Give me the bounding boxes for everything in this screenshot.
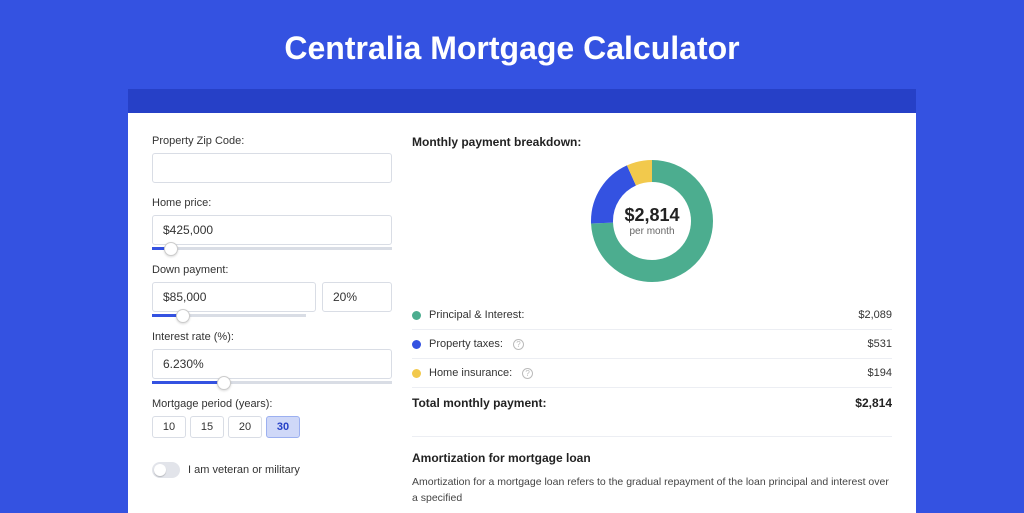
donut-center: $2,814 per month	[590, 159, 714, 283]
breakdown-column: Monthly payment breakdown: $2,814 per mo…	[412, 135, 892, 513]
page-title: Centralia Mortgage Calculator	[0, 0, 1024, 89]
period-option-20[interactable]: 20	[228, 416, 262, 438]
period-option-30[interactable]: 30	[266, 416, 300, 438]
period-group: Mortgage period (years): 10152030	[152, 398, 392, 438]
donut-container: $2,814 per month	[412, 159, 892, 283]
period-option-15[interactable]: 15	[190, 416, 224, 438]
interest-rate-slider-fill	[152, 381, 224, 384]
down-payment-group: Down payment:	[152, 264, 392, 317]
info-icon[interactable]: ?	[513, 339, 524, 350]
form-column: Property Zip Code: Home price: Down paym…	[152, 135, 392, 513]
down-payment-label: Down payment:	[152, 264, 392, 276]
legend-dot	[412, 369, 421, 378]
zip-label: Property Zip Code:	[152, 135, 392, 147]
total-row: Total monthly payment: $2,814	[412, 387, 892, 418]
down-payment-slider-thumb[interactable]	[176, 309, 190, 323]
amortization-title: Amortization for mortgage loan	[412, 451, 892, 465]
total-value: $2,814	[855, 396, 892, 410]
donut-amount: $2,814	[624, 205, 679, 226]
veteran-label: I am veteran or military	[188, 464, 300, 476]
home-price-input[interactable]	[152, 215, 392, 245]
home-price-label: Home price:	[152, 197, 392, 209]
legend-row: Principal & Interest: $2,089	[412, 301, 892, 329]
total-label: Total monthly payment:	[412, 396, 546, 410]
interest-rate-slider[interactable]	[152, 381, 392, 384]
down-payment-percent-input[interactable]	[322, 282, 392, 312]
down-payment-slider[interactable]	[152, 314, 306, 317]
accent-bar	[128, 89, 916, 113]
period-options: 10152030	[152, 416, 392, 438]
interest-rate-label: Interest rate (%):	[152, 331, 392, 343]
interest-rate-slider-thumb[interactable]	[217, 376, 231, 390]
legend: Principal & Interest: $2,089 Property taxe…	[412, 301, 892, 387]
interest-rate-group: Interest rate (%):	[152, 331, 392, 384]
amortization-section: Amortization for mortgage loan Amortizat…	[412, 436, 892, 507]
legend-dot	[412, 311, 421, 320]
interest-rate-input[interactable]	[152, 349, 392, 379]
amortization-text: Amortization for a mortgage loan refers …	[412, 475, 892, 507]
payment-donut: $2,814 per month	[590, 159, 714, 283]
period-option-10[interactable]: 10	[152, 416, 186, 438]
veteran-row: I am veteran or military	[152, 462, 392, 478]
veteran-toggle-knob	[154, 464, 166, 476]
legend-label: Property taxes:	[429, 338, 503, 350]
period-label: Mortgage period (years):	[152, 398, 392, 410]
legend-value: $531	[868, 338, 892, 350]
zip-input[interactable]	[152, 153, 392, 183]
legend-label: Home insurance:	[429, 367, 512, 379]
breakdown-title: Monthly payment breakdown:	[412, 135, 892, 149]
legend-value: $194	[868, 367, 892, 379]
legend-label: Principal & Interest:	[429, 309, 524, 321]
legend-row: Home insurance:? $194	[412, 358, 892, 387]
home-price-slider-thumb[interactable]	[164, 242, 178, 256]
home-price-group: Home price:	[152, 197, 392, 250]
zip-field-group: Property Zip Code:	[152, 135, 392, 183]
veteran-toggle[interactable]	[152, 462, 180, 478]
legend-value: $2,089	[858, 309, 892, 321]
donut-sub: per month	[629, 226, 674, 237]
calculator-card: Property Zip Code: Home price: Down paym…	[128, 113, 916, 513]
info-icon[interactable]: ?	[522, 368, 533, 379]
home-price-slider[interactable]	[152, 247, 392, 250]
legend-dot	[412, 340, 421, 349]
legend-row: Property taxes:? $531	[412, 329, 892, 358]
down-payment-amount-input[interactable]	[152, 282, 316, 312]
